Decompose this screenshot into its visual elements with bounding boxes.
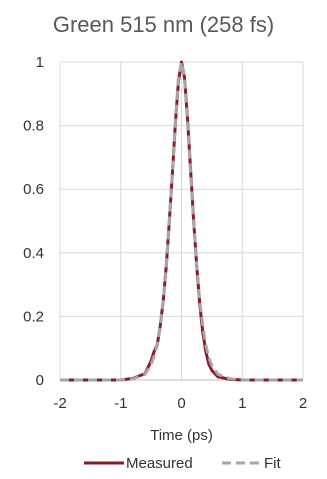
series-layer	[60, 60, 303, 382]
x-tick-label: 2	[299, 395, 307, 412]
x-tick-label: 0	[177, 395, 185, 412]
y-tick-label: 0.6	[23, 181, 44, 198]
label-layer: 0 0.2 0.4 0.6 0.8 1 -2 -1 0 1 2	[23, 54, 307, 412]
chart-title: Green 515 nm (258 fs)	[52, 12, 275, 37]
legend-label-measured: Measured	[126, 455, 193, 472]
legend-label-fit: Fit	[264, 455, 281, 472]
legend: Measured Fit	[84, 455, 281, 472]
y-tick-label: 0.8	[23, 118, 44, 135]
series-line-fit	[60, 60, 303, 382]
grid-layer	[59, 61, 304, 381]
x-tick-label: -1	[114, 395, 127, 412]
y-tick-label: 0	[36, 372, 44, 389]
x-tick-label: 1	[238, 395, 246, 412]
y-tick-label: 1	[36, 54, 44, 71]
x-tick-label: -2	[53, 395, 66, 412]
y-tick-label: 0.4	[23, 245, 44, 262]
x-axis-title: Time (ps)	[150, 427, 213, 444]
y-tick-label: 0.2	[23, 308, 44, 325]
